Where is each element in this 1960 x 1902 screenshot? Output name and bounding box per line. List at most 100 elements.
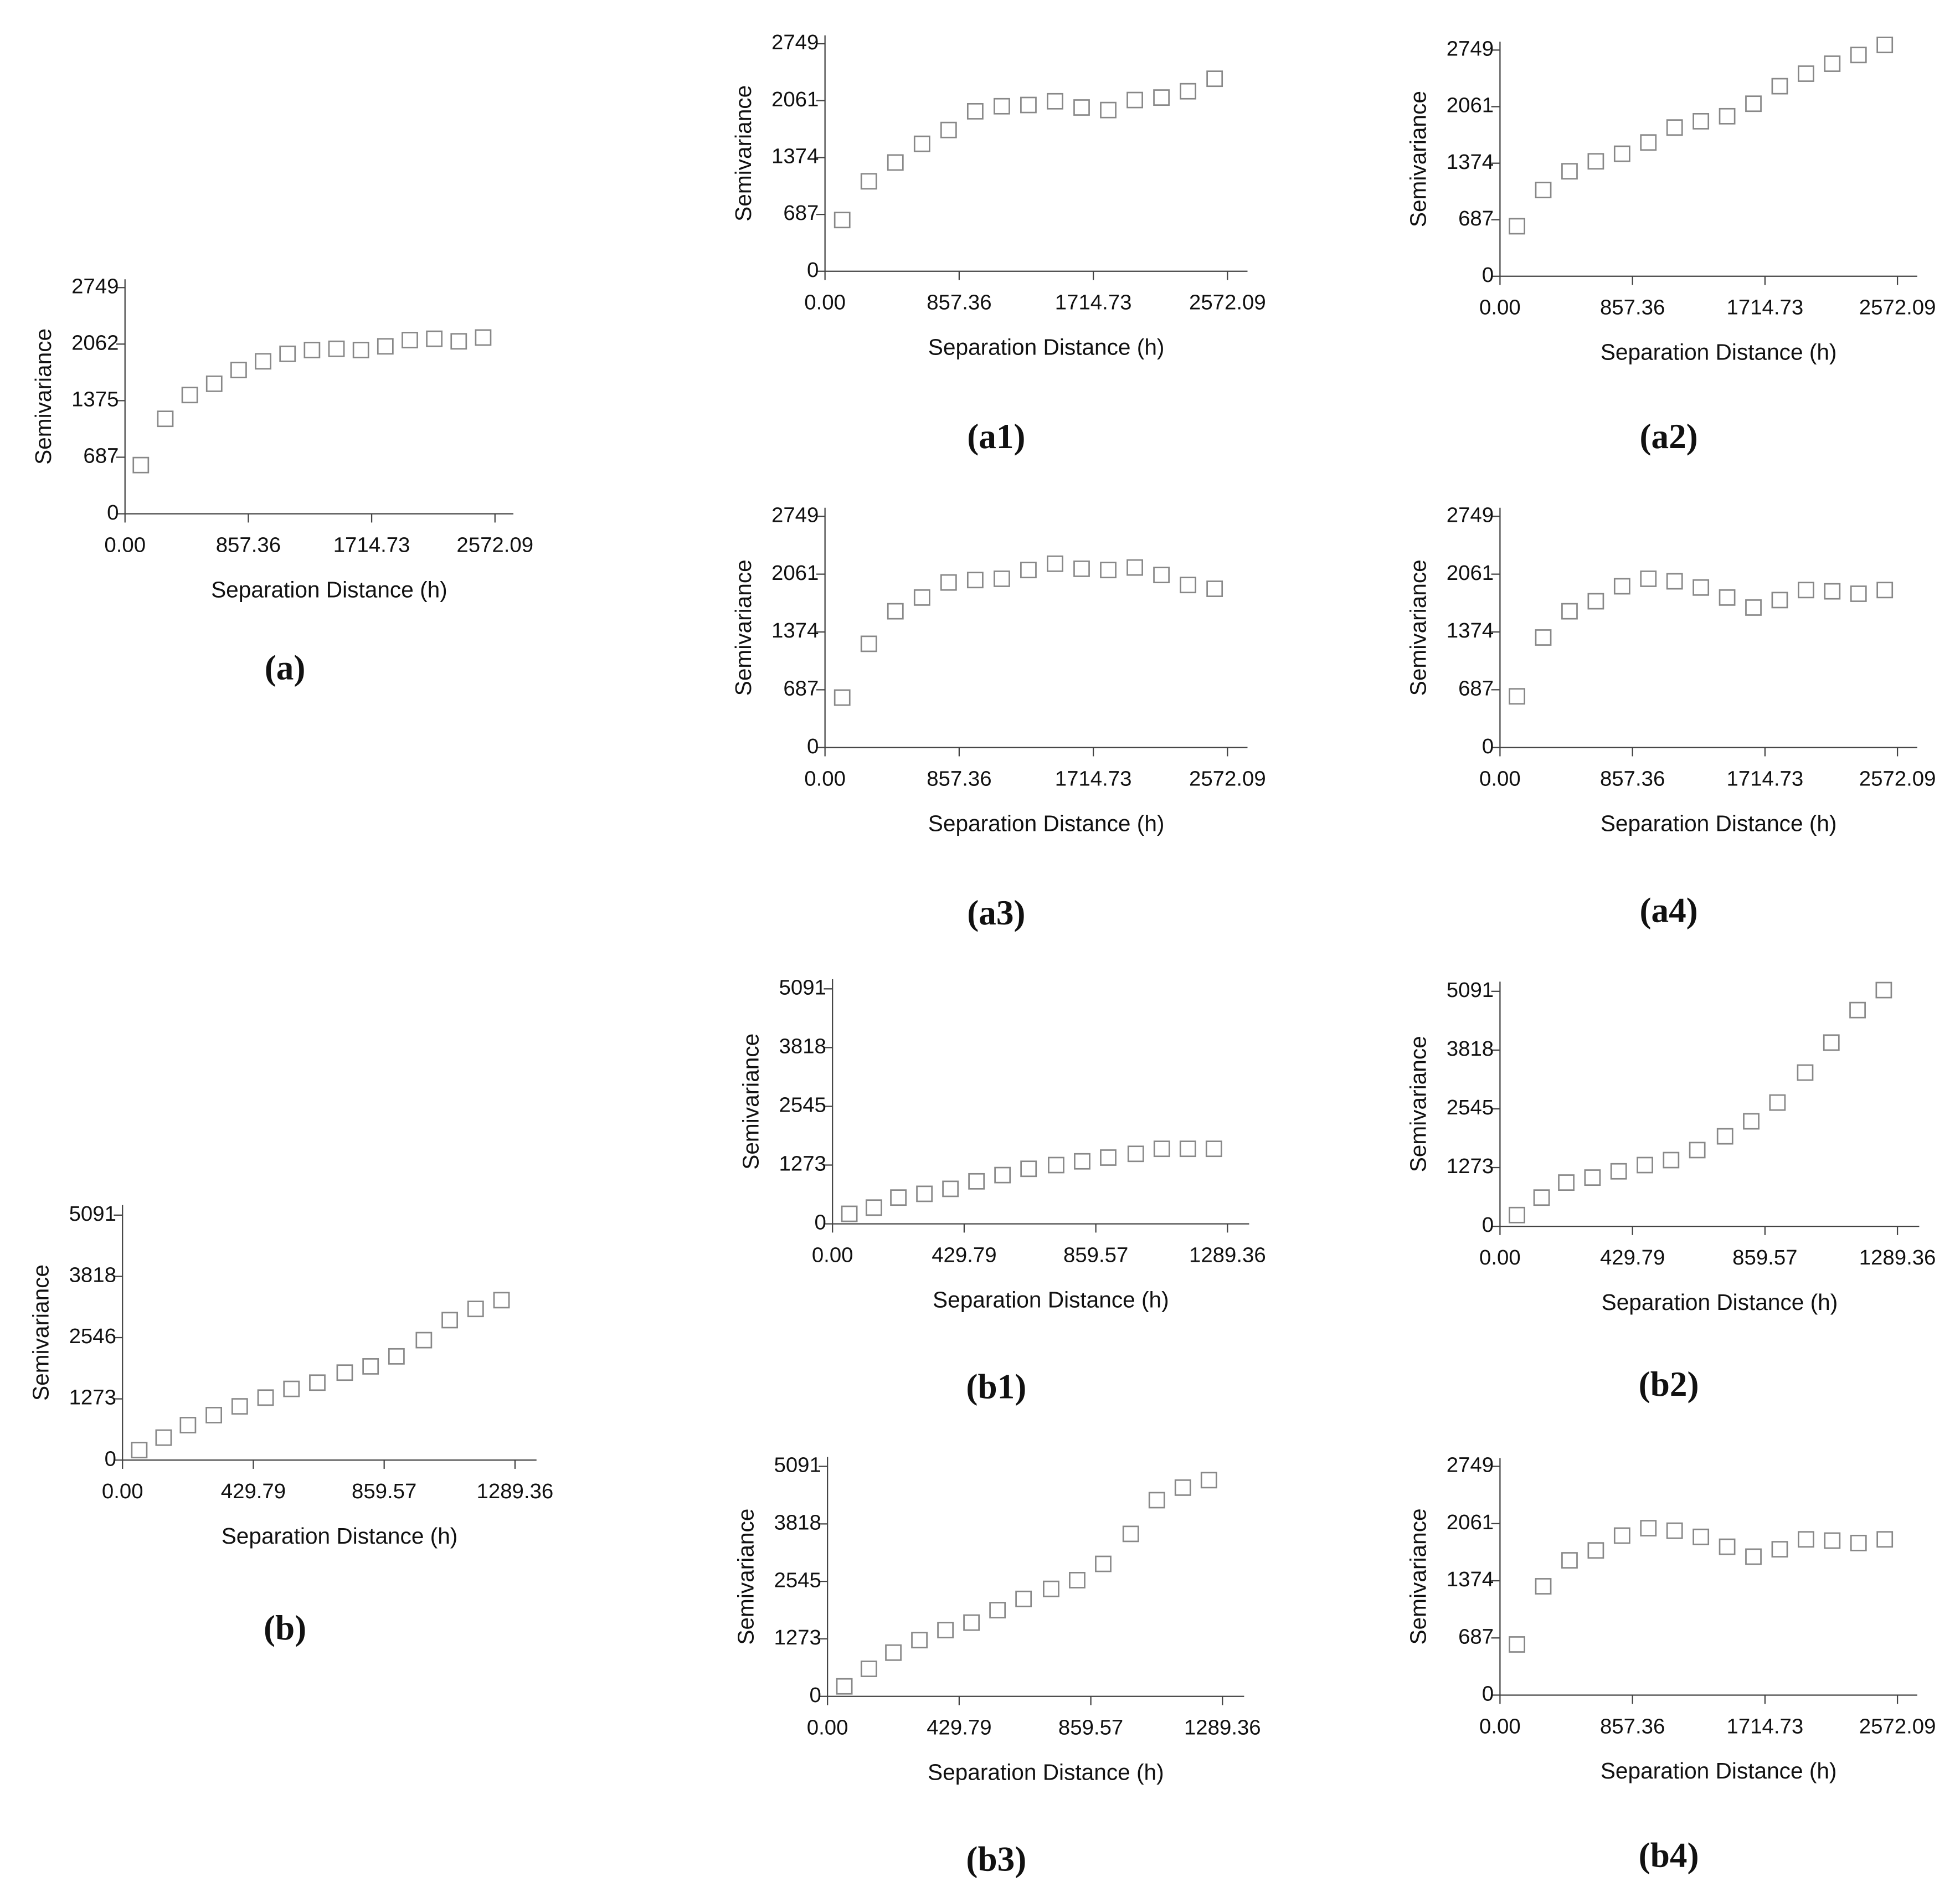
y-tick-label: 1374 xyxy=(771,619,819,642)
point xyxy=(1771,592,1788,609)
point xyxy=(913,589,930,606)
point xyxy=(1797,1064,1814,1081)
x-tick-label: 0.00 xyxy=(807,1716,848,1740)
point xyxy=(1015,1590,1032,1607)
y-tick-label: 687 xyxy=(1458,207,1494,230)
point xyxy=(1850,1534,1867,1551)
point xyxy=(968,1173,985,1190)
y-tick-label: 3818 xyxy=(774,1511,821,1535)
point xyxy=(1206,70,1223,88)
chart: 0.00 429.79 859.57 1289.36 0 1273 2545 3818 5091… xyxy=(738,975,1265,1406)
point xyxy=(1719,1538,1736,1555)
point xyxy=(860,635,877,652)
point xyxy=(1689,1142,1706,1159)
point xyxy=(989,1602,1006,1618)
x-tick-label: 857.36 xyxy=(1600,296,1665,320)
point xyxy=(1613,145,1630,162)
point xyxy=(1587,1542,1604,1559)
y-tick-label: 5091 xyxy=(779,975,826,999)
point xyxy=(1876,1531,1894,1548)
point xyxy=(1020,96,1037,114)
point xyxy=(1126,91,1143,109)
point xyxy=(994,97,1010,115)
y-tick-label: 687 xyxy=(1458,676,1494,700)
point xyxy=(450,333,467,350)
point xyxy=(887,603,904,620)
point xyxy=(467,1300,484,1318)
y-tick-label: 3818 xyxy=(779,1035,826,1058)
point xyxy=(994,570,1010,587)
point xyxy=(834,212,851,229)
x-tick-label: 857.36 xyxy=(927,767,991,790)
x-tick-label: 0.00 xyxy=(102,1479,143,1503)
chart: 0.00 429.79 859.57 1289.36 0 1273 2545 3818 5091… xyxy=(733,1453,1261,1879)
point xyxy=(441,1312,458,1329)
y-tick-label: 2061 xyxy=(1447,561,1494,585)
point xyxy=(1745,1548,1762,1565)
x-tick-label: 0.00 xyxy=(1479,1714,1521,1738)
chart: 0.00 857.36 1714.73 2572.09 0 687 1374 2061 2749… xyxy=(1406,503,1936,929)
point xyxy=(834,689,851,706)
x-tick-label: 2572.09 xyxy=(1859,767,1936,790)
x-axis-label: Separation Distance (h) xyxy=(1602,1289,1838,1315)
x-tick-label: 859.57 xyxy=(352,1479,416,1503)
point xyxy=(1509,688,1525,705)
point xyxy=(1719,589,1736,606)
x-axis-label: Separation Distance (h) xyxy=(1601,1758,1837,1783)
point xyxy=(205,1407,222,1423)
y-tick-label: 0 xyxy=(1482,734,1494,758)
point xyxy=(1100,101,1117,119)
point xyxy=(362,1358,379,1375)
point xyxy=(860,1661,877,1677)
point xyxy=(1073,99,1090,116)
point xyxy=(1122,1525,1139,1543)
point xyxy=(1719,107,1736,125)
y-tick-label: 0 xyxy=(1482,1682,1494,1706)
y-tick-label: 1374 xyxy=(771,145,819,168)
point xyxy=(913,135,930,152)
y-tick-label: 687 xyxy=(783,676,819,700)
point xyxy=(841,1205,858,1222)
point xyxy=(1771,78,1788,95)
x-tick-label: 0.00 xyxy=(1479,296,1521,320)
point xyxy=(1174,1479,1191,1496)
point xyxy=(1047,92,1063,110)
point xyxy=(966,572,984,589)
point xyxy=(1558,1174,1575,1191)
y-tick-label: 687 xyxy=(83,444,119,468)
caption: (b2) xyxy=(1639,1365,1699,1404)
y-tick-label: 1374 xyxy=(1447,1567,1494,1591)
point xyxy=(1613,578,1630,595)
y-axis-label: Semivariance xyxy=(731,85,756,222)
y-tick-label: 1374 xyxy=(1447,150,1494,174)
point xyxy=(1509,1636,1525,1653)
y-tick-label: 2061 xyxy=(771,561,819,585)
point xyxy=(1849,1001,1866,1019)
y-tick-label: 687 xyxy=(783,201,819,225)
point xyxy=(1073,561,1090,577)
y-axis-label: Semivariance xyxy=(1406,1036,1431,1172)
point xyxy=(1074,1153,1090,1170)
caption: (a1) xyxy=(967,417,1025,456)
chart: 0.00 857.36 1714.73 2572.09 0 687 1374 2061 2749… xyxy=(1406,37,1936,456)
point xyxy=(1716,1128,1733,1145)
x-tick-label: 1714.73 xyxy=(1727,1714,1804,1738)
point xyxy=(836,1678,853,1695)
point xyxy=(1637,1156,1653,1174)
point xyxy=(1850,47,1867,64)
point xyxy=(994,1166,1011,1184)
y-tick-label: 1375 xyxy=(71,387,119,411)
x-tick-label: 2572.09 xyxy=(456,533,533,557)
x-tick-label: 1289.36 xyxy=(1184,1716,1261,1740)
point xyxy=(1613,1527,1630,1544)
chart: 0.00 857.36 1714.73 2572.09 0 687 1375 2062 2749… xyxy=(30,274,533,687)
y-tick-label: 2546 xyxy=(69,1324,116,1348)
point xyxy=(181,387,198,404)
point xyxy=(1179,1140,1196,1158)
point xyxy=(940,121,957,138)
caption: (b1) xyxy=(966,1367,1026,1406)
point xyxy=(1850,585,1867,602)
y-axis-label: Semivariance xyxy=(1406,1508,1431,1644)
x-tick-label: 429.79 xyxy=(927,1716,991,1740)
